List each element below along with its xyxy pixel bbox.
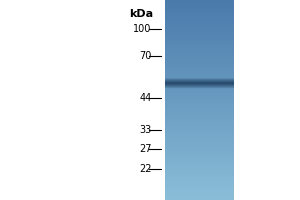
Text: 22: 22	[139, 164, 152, 174]
Text: 70: 70	[139, 51, 152, 61]
Text: kDa: kDa	[129, 9, 153, 19]
Text: 27: 27	[139, 144, 152, 154]
Text: 33: 33	[139, 125, 152, 135]
Text: 100: 100	[133, 24, 152, 34]
Text: 44: 44	[139, 93, 152, 103]
